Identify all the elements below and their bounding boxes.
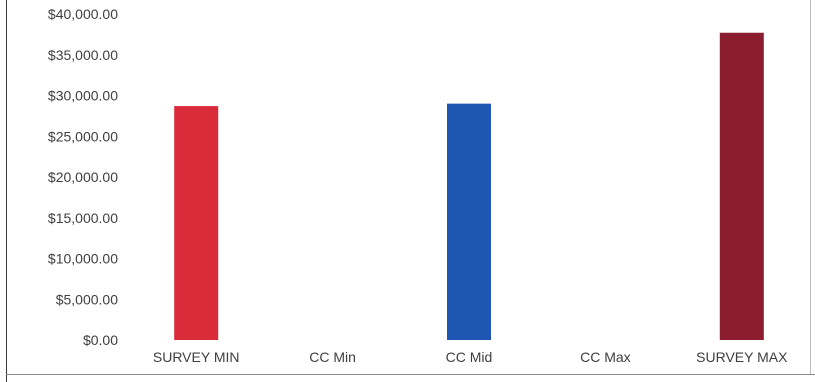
bar-survey-min [174,106,219,340]
y-tick-label: $30,000.00 [48,88,118,104]
y-tick-label: $25,000.00 [48,128,118,144]
y-tick-label: $40,000.00 [48,6,118,22]
x-axis: SURVEY MIN CC Min CC Mid CC Max SURVEY MAX [153,349,788,365]
x-tick-label: SURVEY MAX [696,349,788,365]
y-tick-label: $20,000.00 [48,169,118,185]
x-tick-label: SURVEY MIN [153,349,240,365]
chart-right-border [810,0,811,375]
bar-cc-mid [447,103,491,341]
y-tick-label: $5,000.00 [56,291,118,307]
y-tick-label: $15,000.00 [48,210,118,226]
y-tick-label: $0.00 [83,332,118,348]
x-tick-label: CC Mid [446,349,493,365]
x-tick-label: CC Min [309,349,356,365]
bar-survey-max [719,32,764,341]
y-tick-label: $35,000.00 [48,47,118,63]
chart-left-border [6,0,7,382]
chart-bottom-border [6,374,815,375]
bar-series [174,32,764,341]
y-tick-label: $10,000.00 [48,251,118,267]
x-tick-label: CC Max [580,349,631,365]
y-axis: $0.00 $5,000.00 $10,000.00 $15,000.00 $20,00… [48,6,118,348]
